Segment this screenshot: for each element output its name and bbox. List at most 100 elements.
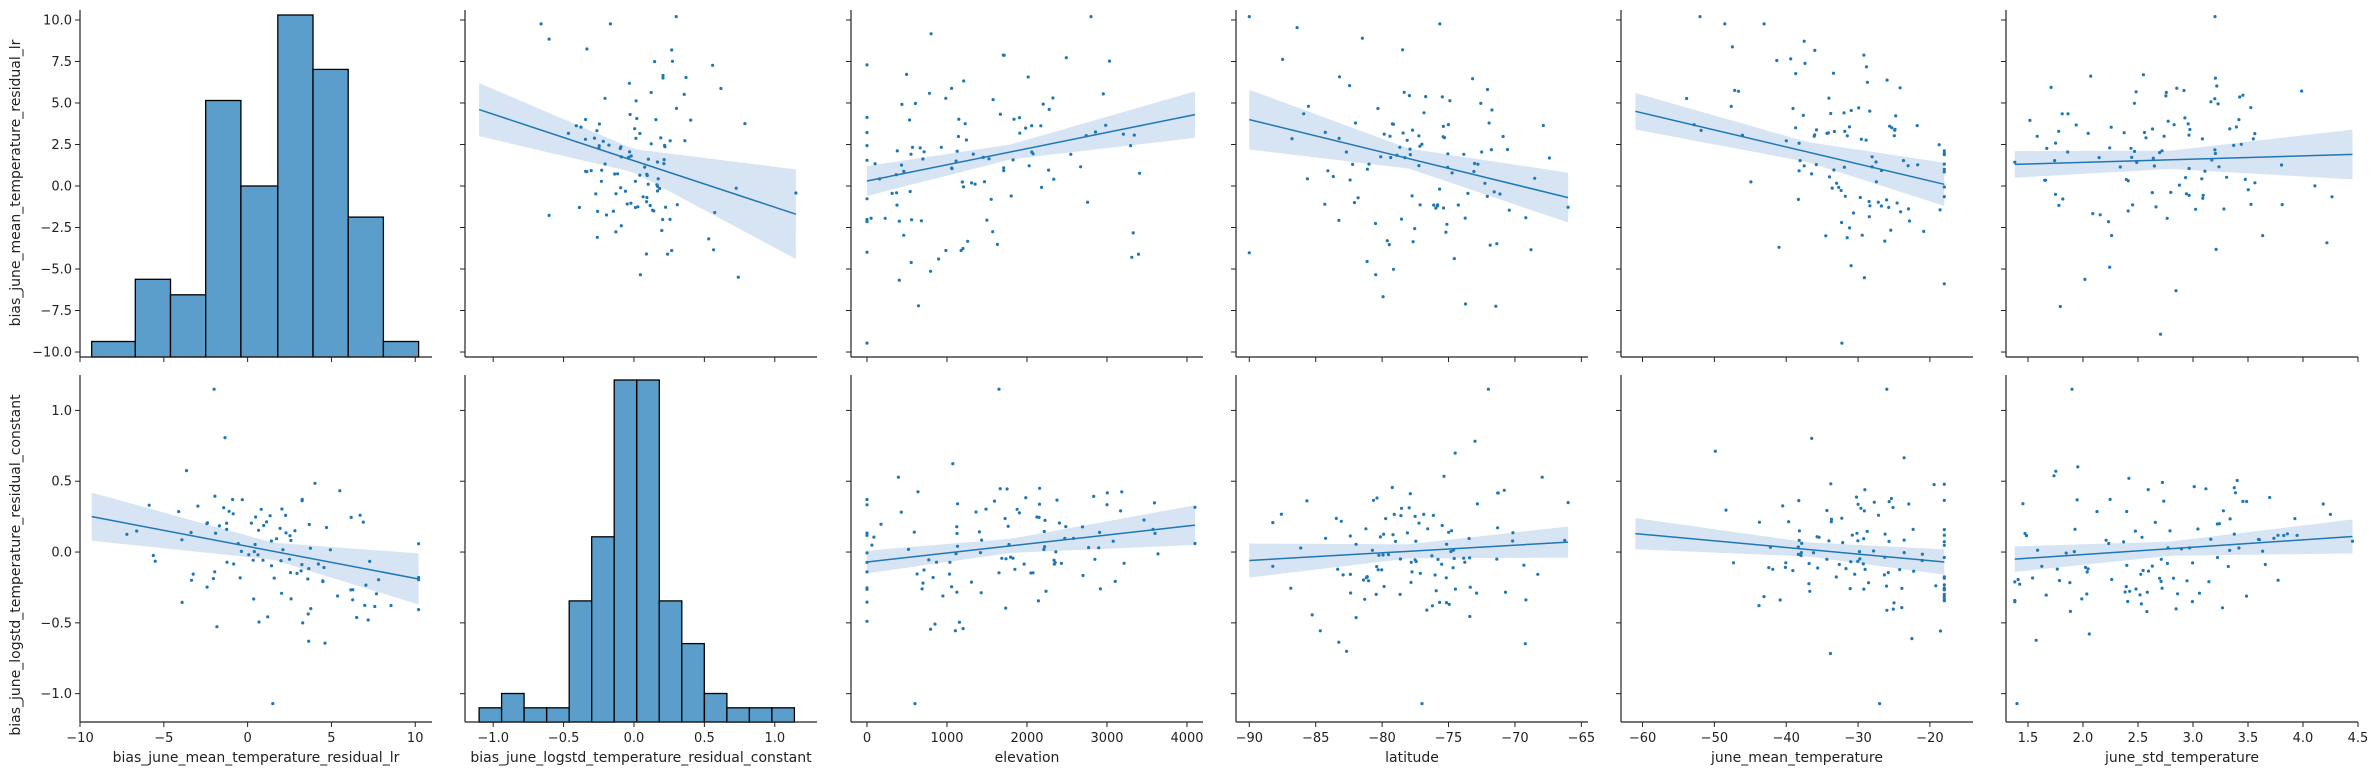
scatter-point	[984, 507, 988, 511]
scatter-point	[1899, 210, 1903, 214]
scatter-point	[338, 489, 342, 493]
scatter-point	[1334, 516, 1338, 521]
scatter-point	[927, 558, 931, 562]
scatter-point	[1522, 563, 1526, 567]
scatter-point	[2328, 512, 2332, 517]
scatter-point	[1762, 22, 1766, 26]
scatter-point	[1885, 78, 1889, 82]
scatter-point	[2140, 535, 2144, 539]
scatter-point	[1840, 516, 1844, 520]
scatter-point	[2151, 156, 2155, 160]
scatter-point	[336, 594, 340, 598]
scatter-point	[1468, 585, 1472, 589]
scatter-point	[675, 203, 679, 207]
scatter-point	[628, 112, 632, 117]
scatter-point	[1523, 642, 1527, 646]
scatter-point	[2225, 175, 2229, 179]
scatter-point	[865, 158, 869, 162]
scatter-point	[2108, 146, 2112, 150]
scatter-point	[373, 604, 377, 609]
scatter-point	[2153, 520, 2157, 525]
scatter-point	[2261, 234, 2265, 238]
scatter-point	[1485, 194, 1489, 198]
scatter-point	[2134, 90, 2138, 94]
scatter-point	[1865, 80, 1869, 84]
scatter-point	[1810, 172, 1814, 176]
panel-r1-c4: −60 −50 −40 −30 −20 june_mean_temperature	[1616, 375, 1973, 766]
x-tick-label: −0.5	[548, 731, 580, 746]
scatter-point	[654, 118, 658, 122]
histogram-bar	[205, 99, 242, 358]
scatter-point	[212, 387, 216, 391]
scatter-point	[1052, 562, 1056, 566]
scatter-point	[1391, 267, 1396, 271]
scatter-point	[719, 86, 723, 91]
scatter-point	[1445, 222, 1449, 226]
scatter-point	[1815, 535, 1819, 539]
scatter-point	[1832, 129, 1836, 134]
scatter-point	[2060, 112, 2064, 116]
scatter-point	[599, 179, 604, 183]
scatter-point	[941, 594, 945, 598]
scatter-point	[1111, 539, 1115, 543]
histogram-bar	[347, 216, 385, 358]
scatter-point	[645, 200, 649, 204]
scatter-point	[1501, 134, 1505, 139]
scatter-point	[1363, 597, 1367, 601]
scatter-point	[603, 96, 607, 100]
panel-r0-c2	[846, 10, 1203, 362]
scatter-point	[1029, 571, 1033, 575]
scatter-point	[301, 621, 305, 625]
scatter-point	[1384, 517, 1388, 521]
scatter-point	[151, 553, 155, 558]
scatter-point	[1367, 162, 1371, 166]
scatter-point	[865, 115, 869, 119]
scatter-point	[985, 218, 989, 222]
scatter-point	[1859, 506, 1863, 510]
scatter-point	[955, 531, 959, 536]
scatter-point	[627, 81, 632, 85]
scatter-point	[915, 572, 919, 576]
scatter-point	[1015, 507, 1019, 511]
scatter-point	[1462, 152, 1466, 156]
scatter-point	[2107, 541, 2111, 546]
scatter-point	[1541, 123, 1545, 128]
scatter-point	[328, 548, 332, 552]
scatter-point	[1898, 86, 1902, 90]
scatter-point	[689, 118, 693, 122]
scatter-point	[2174, 607, 2178, 611]
scatter-point	[417, 608, 421, 612]
scatter-point	[655, 160, 660, 164]
scatter-point	[2013, 160, 2017, 164]
scatter-point	[1829, 517, 1834, 521]
scatter-point	[1452, 257, 1456, 261]
scatter-point	[955, 590, 959, 594]
scatter-point	[1775, 58, 1779, 63]
row-1-ylabel: bias_june_logstd_temperature_residual_co…	[8, 394, 24, 736]
scatter-point	[2235, 478, 2239, 483]
scatter-point	[1420, 702, 1424, 706]
scatter-point	[1003, 516, 1007, 521]
scatter-point	[1247, 251, 1251, 255]
scatter-point	[794, 191, 798, 195]
scatter-point	[2158, 332, 2163, 336]
scatter-point	[661, 217, 665, 222]
scatter-point	[2213, 76, 2217, 80]
scatter-point	[1887, 205, 1891, 209]
scatter-point	[1414, 559, 1418, 564]
scatter-point	[1883, 532, 1887, 536]
scatter-point	[1351, 162, 1355, 166]
scatter-point	[1453, 587, 1457, 591]
scatter-point	[231, 512, 235, 516]
x-tick-label: 4000	[1170, 731, 1203, 746]
scatter-point	[1348, 84, 1352, 88]
x-axis-label: june_mean_temperature	[1710, 750, 1883, 766]
scatter-point	[1566, 501, 1570, 505]
scatter-point	[2201, 196, 2205, 200]
scatter-point	[1271, 521, 1275, 525]
scatter-point	[1446, 123, 1450, 127]
scatter-point	[2175, 86, 2179, 90]
scatter-point	[1934, 584, 1938, 588]
scatter-point	[2110, 233, 2114, 238]
scatter-point	[1784, 561, 1788, 565]
